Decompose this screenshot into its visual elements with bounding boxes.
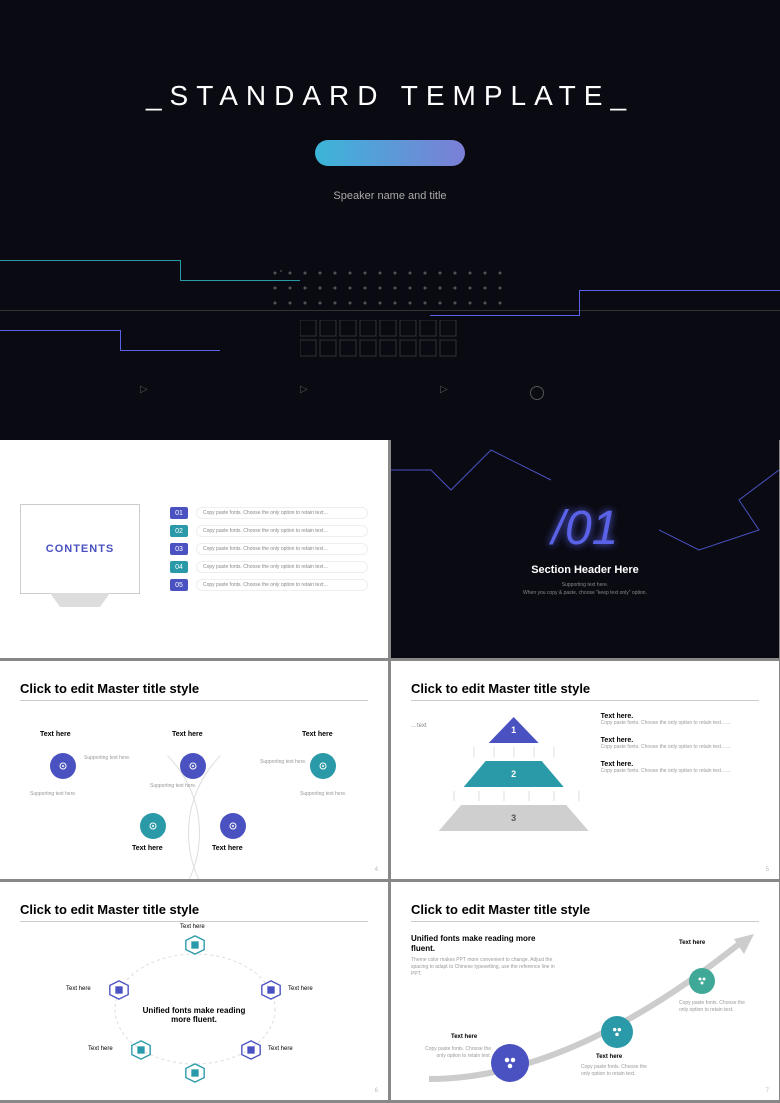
toc-list: 01 Copy paste fonts. Choose the only opti… <box>170 501 368 597</box>
toc-item: 01 Copy paste fonts. Choose the only opti… <box>170 507 368 519</box>
toc-item: 02 Copy paste fonts. Choose the only opti… <box>170 525 368 537</box>
node-icon <box>180 753 206 779</box>
toc-text: Copy paste fonts. Choose the only option… <box>196 525 368 537</box>
cycle-center-text: Unified fonts make reading more fluent. <box>134 1006 254 1024</box>
toc-item: 05 Copy paste fonts. Choose the only opti… <box>170 579 368 591</box>
projector-icon: CONTENTS <box>20 504 140 594</box>
section-subtitle: Supporting text here. When you copy & pa… <box>523 582 647 597</box>
hex-label: Text here <box>88 1046 113 1052</box>
slide-title: Click to edit Master title style <box>20 902 368 917</box>
toc-text: Copy paste fonts. Choose the only option… <box>196 543 368 555</box>
circuit-decoration: ▷ ▷ ▷ <box>0 220 780 400</box>
pyramid: 1 2 3 <box>439 713 589 863</box>
hexagon-cycle: Text here Text here Text here Text here … <box>20 934 368 1084</box>
pyramid-diagram: …text 1 2 3 Text here.Copy paste fonts. … <box>411 713 759 863</box>
node-label: Text here <box>302 731 333 738</box>
bubble-icon <box>491 1044 529 1082</box>
rule <box>20 921 368 922</box>
node-label: Text here <box>212 845 243 852</box>
page-number: 7 <box>766 1088 769 1094</box>
pyramid-side-label: …text <box>411 713 427 863</box>
bubble-label: Text here <box>596 1054 622 1060</box>
level-desc: Text here.Copy paste fonts. Choose the o… <box>601 713 759 727</box>
rule <box>411 921 759 922</box>
toc-text: Copy paste fonts. Choose the only option… <box>196 579 368 591</box>
bubble-icon <box>689 968 715 994</box>
hex-node <box>184 1062 206 1084</box>
hex-label: Text here <box>66 986 91 992</box>
bubble-sub: Copy paste fonts. Choose the only option… <box>581 1064 651 1077</box>
slide-title: Click to edit Master title style <box>20 681 368 696</box>
pyramid-level: 2 <box>464 761 564 787</box>
hex-node <box>184 934 206 956</box>
accent-pill <box>315 140 465 166</box>
node-icon <box>220 813 246 839</box>
bubble-sub: Copy paste fonts. Choose the only option… <box>679 1000 749 1013</box>
toc-number: 04 <box>170 561 188 573</box>
level-desc: Text here.Copy paste fonts. Choose the o… <box>601 737 759 751</box>
node-icon <box>50 753 76 779</box>
hex-label: Text here <box>268 1046 293 1052</box>
node-icon <box>140 813 166 839</box>
diagram-slide-4: Click to edit Master title style Text he… <box>0 661 388 879</box>
node-sub: Supporting text here. <box>84 755 130 761</box>
arrow-path-diagram: Unified fonts make reading more fluent. … <box>411 934 759 1084</box>
hex-node <box>108 979 130 1001</box>
section-header: Section Header Here <box>531 564 639 576</box>
toc-number: 02 <box>170 525 188 537</box>
node-label: Text here <box>172 731 203 738</box>
pyramid-level: 3 <box>439 805 589 831</box>
page-number: 4 <box>375 867 378 873</box>
hex-node <box>130 1039 152 1061</box>
toc-item: 04 Copy paste fonts. Choose the only opti… <box>170 561 368 573</box>
bubble-label: Text here <box>451 1034 477 1040</box>
main-title: _STANDARD TEMPLATE_ <box>146 80 634 112</box>
pyramid-slide-5: Click to edit Master title style …text 1… <box>391 661 779 879</box>
bubble-label: Text here <box>679 940 705 946</box>
node-sub: Supporting text here. <box>150 783 196 789</box>
contents-slide: CONTENTS 01 Copy paste fonts. Choose the … <box>0 440 388 658</box>
slide-title: Click to edit Master title style <box>411 681 759 696</box>
speaker-label: Speaker name and title <box>333 190 446 202</box>
toc-text: Copy paste fonts. Choose the only option… <box>196 561 368 573</box>
hex-label: Text here <box>288 986 313 992</box>
page-number: 6 <box>375 1088 378 1094</box>
hex-node <box>240 1039 262 1061</box>
page-number: 5 <box>766 867 769 873</box>
node-sub: Supporting text here. <box>300 791 346 797</box>
rule <box>411 700 759 701</box>
toc-number: 03 <box>170 543 188 555</box>
pyramid-text: Text here.Copy paste fonts. Choose the o… <box>601 713 759 863</box>
node-label: Text here <box>40 731 71 738</box>
node-sub: Supporting text here. <box>260 759 306 765</box>
circle-diagram: Text here Supporting text here. Supporti… <box>20 713 368 863</box>
bubble-icon <box>601 1016 633 1048</box>
hex-node <box>260 979 282 1001</box>
arrow-slide-7: Click to edit Master title style Unified… <box>391 882 779 1100</box>
contents-label: CONTENTS <box>46 543 115 555</box>
pyramid-level: 1 <box>489 717 539 743</box>
cycle-slide-6: Click to edit Master title style Text he… <box>0 882 388 1100</box>
bubble-sub: Copy paste fonts. Choose the only option… <box>421 1046 491 1059</box>
level-desc: Text here.Copy paste fonts. Choose the o… <box>601 761 759 775</box>
slide-title: Click to edit Master title style <box>411 902 759 917</box>
node-label: Text here <box>132 845 163 852</box>
toc-text: Copy paste fonts. Choose the only option… <box>196 507 368 519</box>
toc-number: 05 <box>170 579 188 591</box>
section-header-slide: /01 Section Header Here Supporting text … <box>391 440 779 658</box>
hex-label: Text here <box>180 924 205 930</box>
toc-number: 01 <box>170 507 188 519</box>
rule <box>20 700 368 701</box>
node-sub: Supporting text here. <box>30 791 76 797</box>
node-icon <box>310 753 336 779</box>
toc-item: 03 Copy paste fonts. Choose the only opti… <box>170 543 368 555</box>
title-slide: _STANDARD TEMPLATE_ Speaker name and tit… <box>0 0 780 440</box>
